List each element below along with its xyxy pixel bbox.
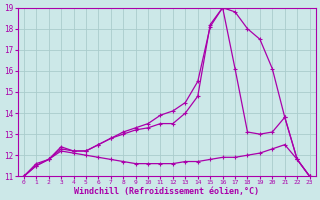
X-axis label: Windchill (Refroidissement éolien,°C): Windchill (Refroidissement éolien,°C)	[74, 187, 259, 196]
